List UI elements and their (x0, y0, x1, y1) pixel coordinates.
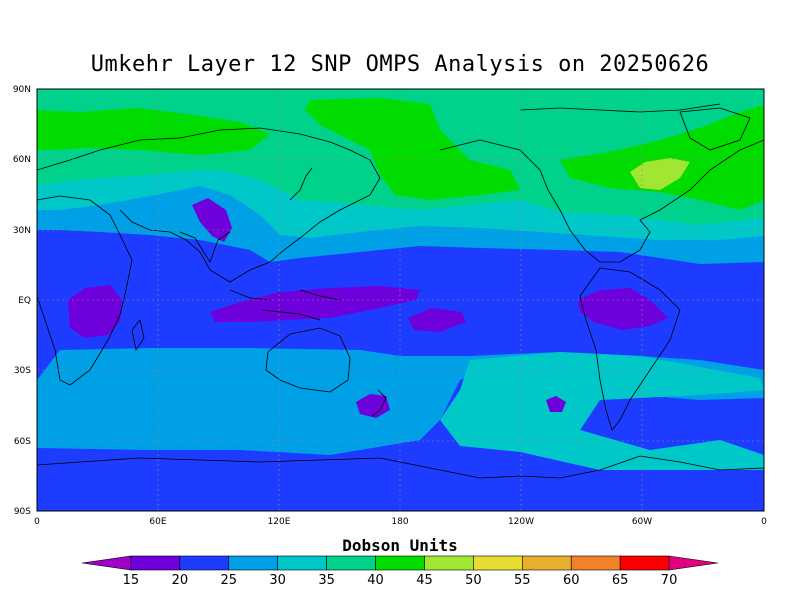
contour-45-west (37, 108, 270, 155)
contour-20-africa (68, 285, 122, 338)
lat-label: 30N (13, 226, 31, 236)
colorbar-swatch (179, 555, 230, 571)
colorbar-label: 25 (220, 573, 237, 588)
contour-45-central (305, 98, 520, 200)
coastlines (37, 103, 764, 479)
colorbar-label: 20 (172, 573, 189, 588)
lat-label: 90N (13, 85, 31, 95)
colorbar-label: 40 (367, 573, 384, 588)
contour-20-india (192, 198, 232, 242)
lon-label: 0 (34, 517, 40, 527)
colorbar-label: 15 (123, 573, 140, 588)
contour-20-pacific (408, 308, 466, 332)
contour-20-southpacific (546, 396, 566, 412)
lon-label: 0 (761, 517, 767, 527)
lat-label: EQ (18, 296, 31, 306)
lat-label: 90S (14, 507, 31, 517)
lat-label: 30S (14, 366, 31, 376)
colorbar-swatch (668, 555, 719, 571)
colorbar-swatch (228, 555, 278, 571)
colorbar-swatch (424, 555, 474, 571)
lat-axis: 90N 60N 30N EQ 30S 60S 90S (13, 85, 31, 517)
colorbar-label: 70 (661, 573, 678, 588)
plot-frame (36, 88, 765, 512)
lon-label: 60E (149, 517, 166, 527)
colorbar-swatch (375, 555, 425, 571)
colorbar-swatch (570, 555, 621, 571)
lon-axis: 0 60E 120E 180 120W 60W 0 (34, 517, 767, 527)
contour-field (37, 89, 764, 511)
contour-20-tasman (356, 394, 390, 418)
colorbar-swatch (130, 555, 181, 571)
colorbar-label: 45 (416, 573, 433, 588)
colorbar-label: 50 (465, 573, 482, 588)
lat-label: 60N (13, 155, 31, 165)
colorbar-swatch (522, 555, 572, 571)
colorbar-title: Dobson Units (342, 536, 458, 555)
contour-50 (630, 158, 690, 190)
lon-label: 180 (391, 517, 408, 527)
colorbar-label: 55 (514, 573, 531, 588)
lon-label: 120W (508, 517, 534, 527)
colorbar-swatch (81, 555, 132, 571)
lon-label: 120E (268, 517, 291, 527)
lon-label: 60W (632, 517, 652, 527)
contour-20-maritime (210, 286, 420, 322)
map-title: Umkehr Layer 12 SNP OMPS Analysis on 202… (90, 52, 710, 77)
colorbar-label: 30 (269, 573, 286, 588)
colorbar-label: 65 (612, 573, 629, 588)
gridlines (37, 89, 764, 511)
contour-20-southamerica (578, 288, 668, 330)
colorbar-swatch (473, 555, 523, 571)
contour-45-east (560, 105, 764, 210)
lat-label: 60S (14, 437, 31, 447)
colorbar-swatch (619, 555, 670, 571)
colorbar-swatch (326, 555, 376, 571)
colorbar-swatch (277, 555, 327, 571)
colorbar: 15 20 25 30 35 40 45 50 55 60 65 70 (81, 555, 719, 588)
colorbar-label: 60 (563, 573, 580, 588)
contour-35-spot (492, 394, 506, 410)
colorbar-label: 35 (318, 573, 335, 588)
